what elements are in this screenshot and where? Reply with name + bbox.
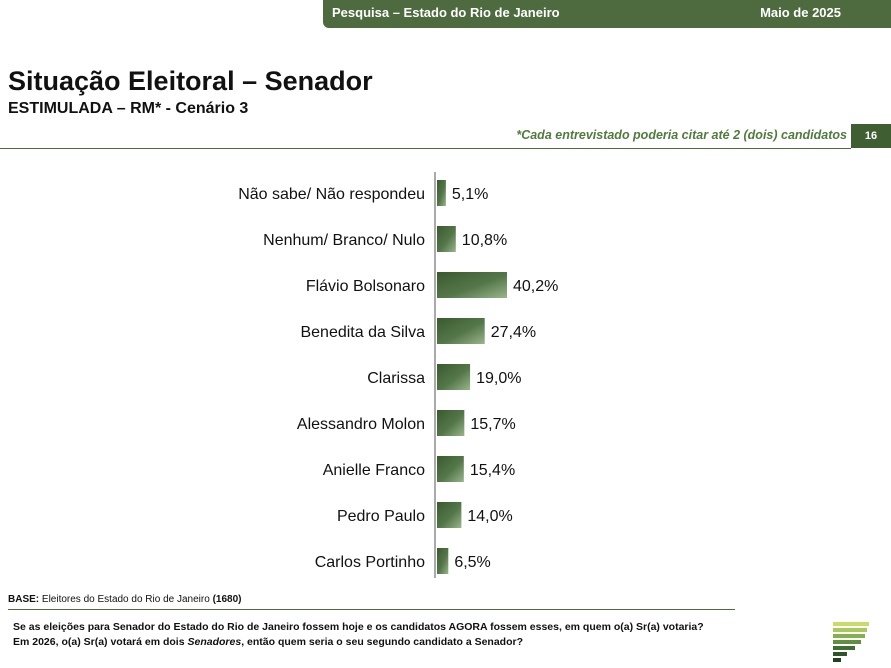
bar: [437, 180, 446, 206]
footnote-citation: *Cada entrevistado poderia citar até 2 (…: [516, 128, 847, 142]
value-label: 40,2%: [513, 278, 558, 295]
brand-logo-icon: [833, 622, 869, 662]
bar: [437, 502, 462, 528]
question-line-2: Em 2026, o(a) Sr(a) votará em dois Senad…: [13, 636, 523, 648]
bar: [437, 226, 456, 252]
base-count: (1680): [212, 594, 242, 605]
question-line-1: Se as eleições para Senador do Estado do…: [13, 621, 704, 633]
bar: [437, 548, 449, 574]
bar: [437, 410, 465, 436]
survey-date: Maio de 2025: [760, 5, 841, 20]
value-label: 14,0%: [467, 508, 512, 525]
value-label: 15,7%: [470, 416, 515, 433]
category-label: Nenhum/ Branco/ Nulo: [263, 232, 425, 249]
value-label: 27,4%: [491, 324, 536, 341]
base-note: BASE: Eleitores do Estado do Rio de Jane…: [8, 594, 241, 605]
category-label: Anielle Franco: [323, 462, 425, 479]
category-label: Pedro Paulo: [337, 508, 425, 525]
value-label: 6,5%: [454, 554, 490, 571]
bar: [437, 364, 471, 390]
footer-divider: [8, 609, 735, 610]
value-label: 10,8%: [462, 232, 507, 249]
page-number: 16: [851, 124, 891, 148]
header-bar: Pesquisa – Estado do Rio de Janeiro Maio…: [323, 0, 891, 28]
value-label: 5,1%: [452, 186, 488, 203]
bar: [437, 272, 507, 298]
category-label: Carlos Portinho: [315, 554, 425, 571]
value-label: 19,0%: [476, 370, 521, 387]
category-label: Benedita da Silva: [300, 324, 425, 341]
base-label: BASE:: [8, 594, 40, 605]
page-subtitle: ESTIMULADA – RM* - Cenário 3: [8, 100, 249, 117]
value-label: 15,4%: [470, 462, 515, 479]
category-label: Alessandro Molon: [297, 416, 425, 433]
bar-chart: Não sabe/ Não respondeu 5,1% Nenhum/ Branc…: [238, 172, 558, 578]
survey-title: Pesquisa – Estado do Rio de Janeiro: [332, 5, 560, 20]
category-label: Flávio Bolsonaro: [306, 278, 425, 295]
category-label: Clarissa: [367, 370, 425, 387]
survey-question: Se as eleições para Senador do Estado do…: [13, 620, 704, 650]
page-title: Situação Eleitoral – Senador: [8, 66, 373, 96]
base-text: Eleitores do Estado do Rio de Janeiro: [39, 594, 213, 605]
bar: [437, 456, 464, 482]
bar: [437, 318, 485, 344]
category-label: Não sabe/ Não respondeu: [238, 186, 425, 203]
divider: [0, 148, 851, 149]
